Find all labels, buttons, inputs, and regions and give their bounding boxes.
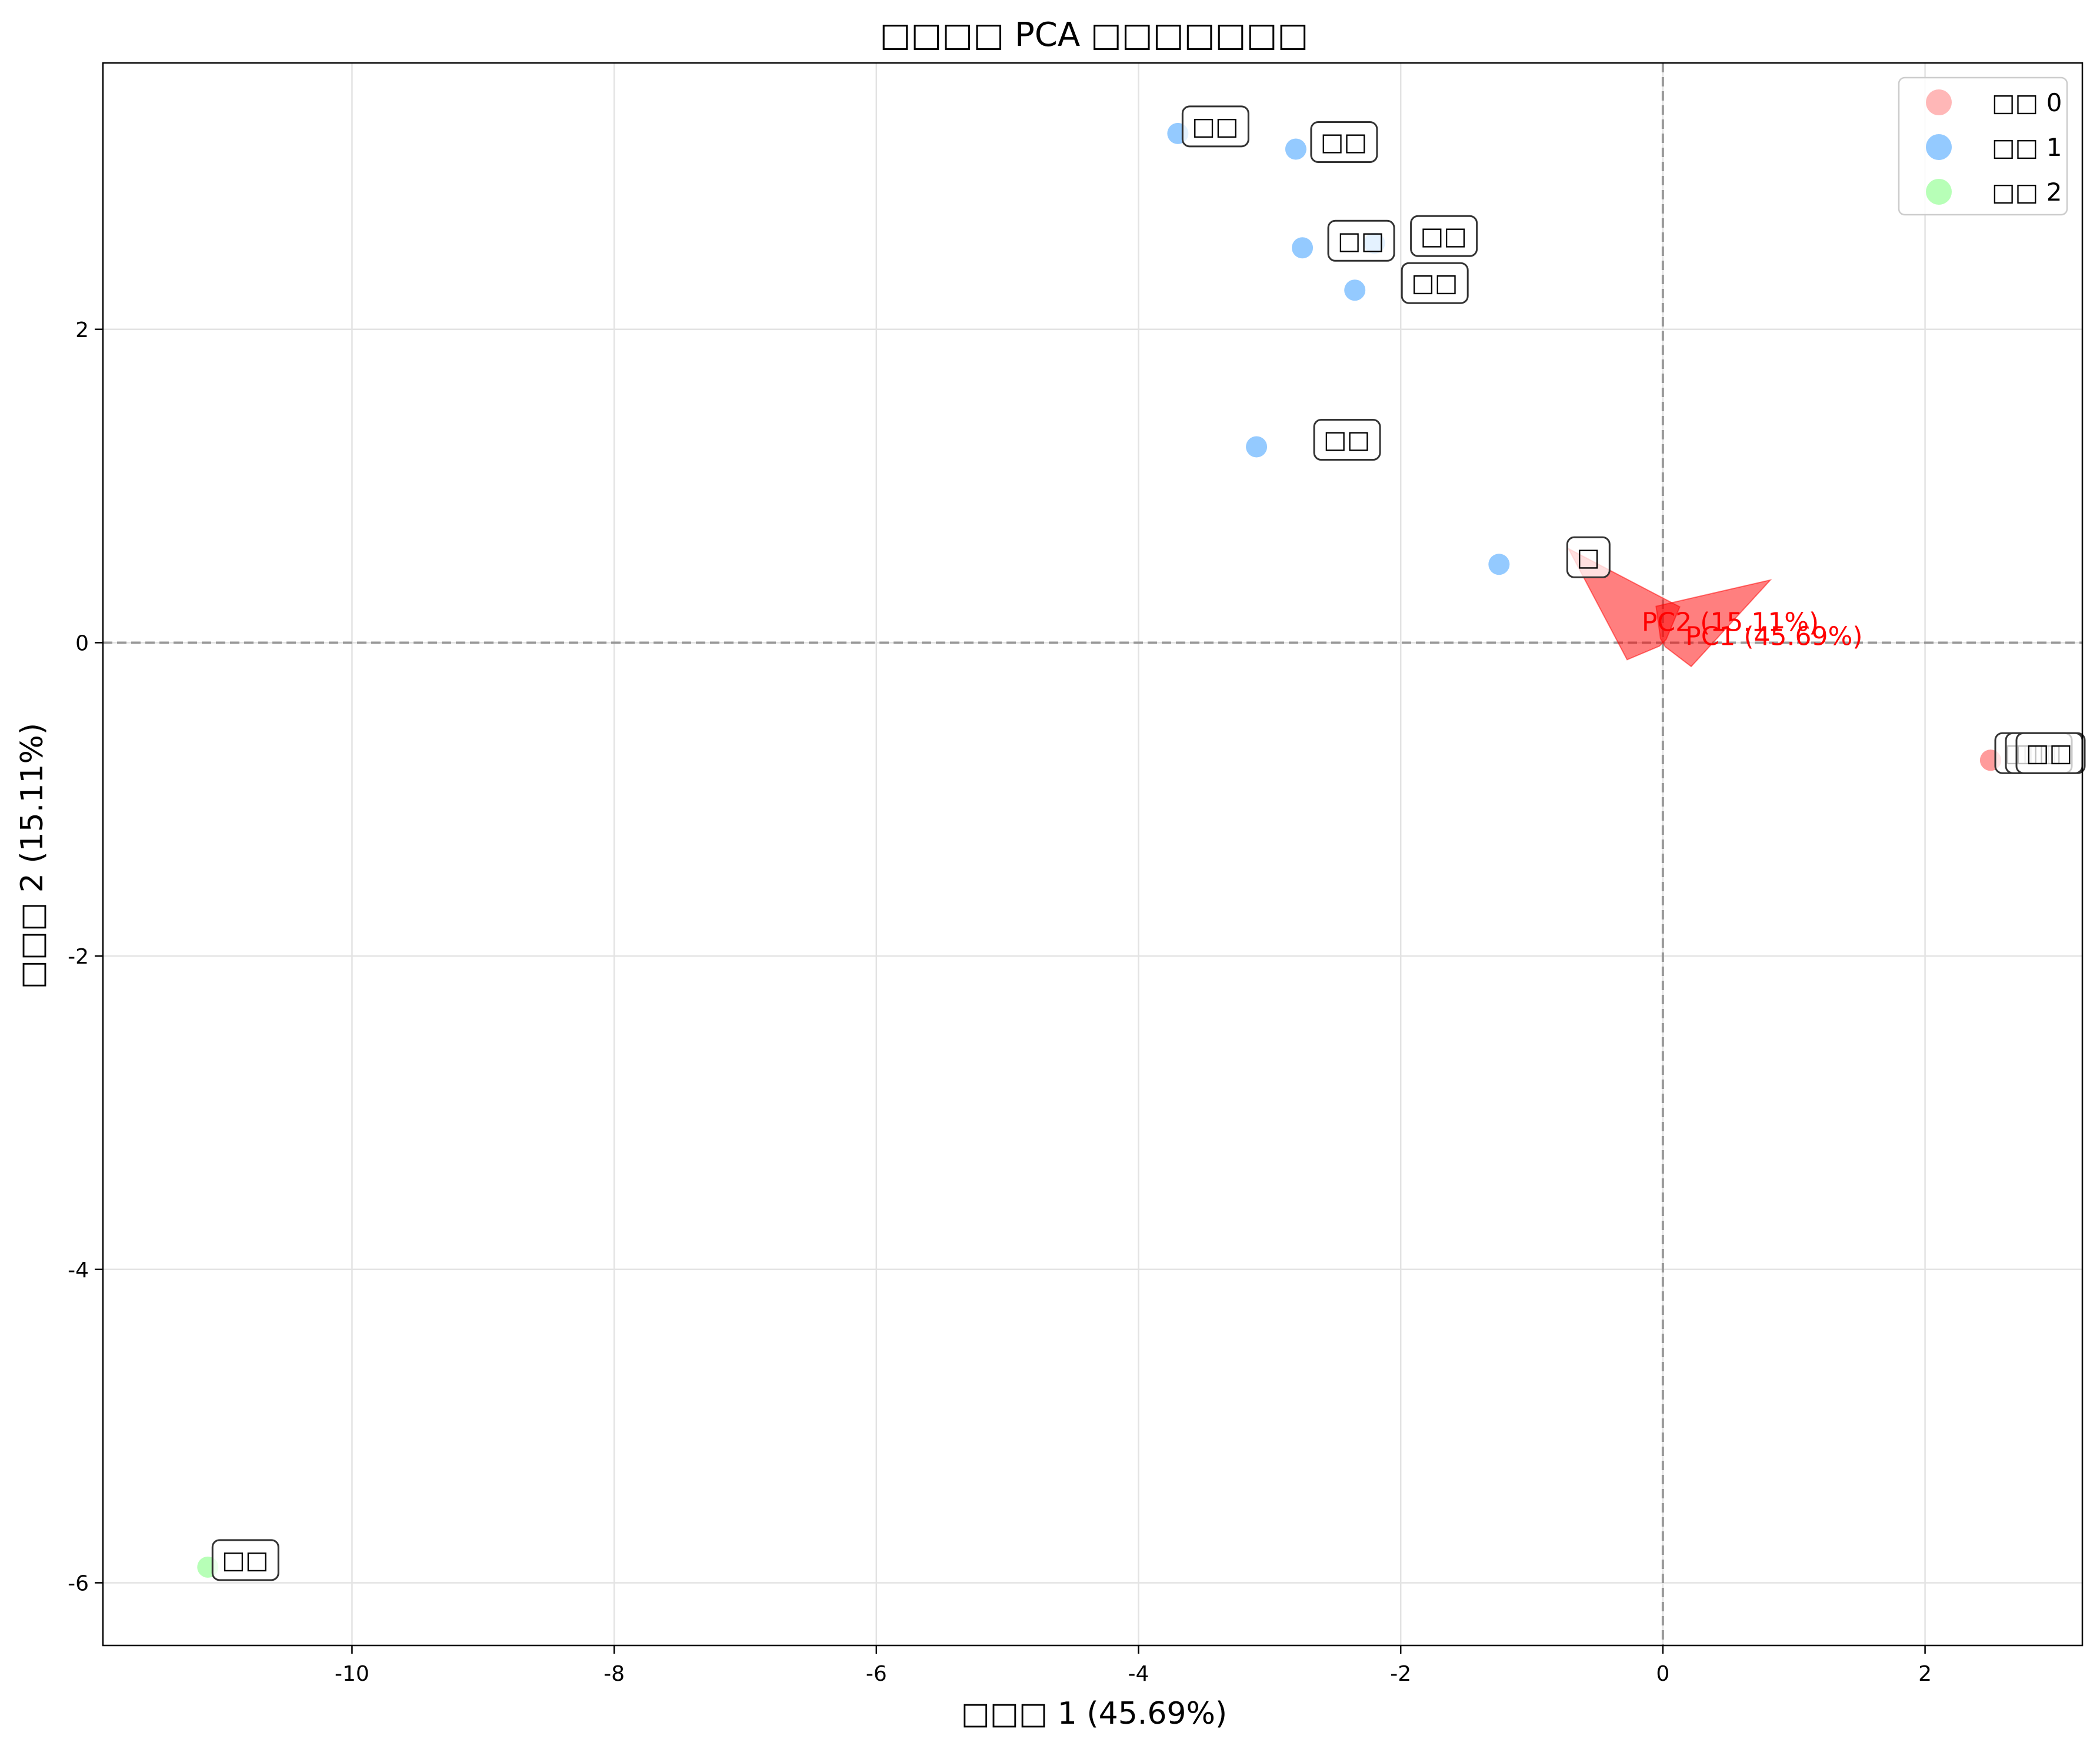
axis-ticks: -10 -8 -6 -4 -2 0 2 -6 -4 -2 0 2 [68, 318, 1932, 1686]
x-tick-label: -10 [335, 1662, 369, 1686]
y-tick-label: -2 [68, 945, 89, 969]
point-labels: □□□□□□□□□□□□□□□□□□□□□□ [211, 105, 2086, 1581]
x-tick-label: -2 [1390, 1662, 1411, 1686]
point-label: □□ [1421, 221, 1467, 250]
point-label-box [1181, 105, 1249, 148]
data-point [1285, 138, 1306, 160]
chart-title: □□□□ PCA □□□□□□□ [880, 16, 1309, 54]
point-label-box [1313, 419, 1381, 461]
point-label: □ [1576, 542, 1600, 571]
legend-label: □□ 2 [1992, 178, 2062, 206]
legend-label: □□ 1 [1992, 133, 2062, 162]
loading-vectors: PC1 (45.69%)PC2 (15.11%) [1567, 547, 1863, 668]
y-axis-label: □□□ 2 (15.11%) [15, 723, 50, 989]
y-tick-label: 0 [75, 631, 89, 655]
data-point [1246, 436, 1268, 458]
point-label-box [1410, 215, 1478, 257]
point-label: □□ [1192, 112, 1238, 141]
data-point [1488, 554, 1510, 575]
data-point [1292, 237, 1314, 259]
legend-marker [1926, 89, 1952, 115]
legend-label: □□ 0 [1992, 88, 2062, 117]
x-tick-label: 0 [1656, 1662, 1669, 1686]
point-label: □□ [1324, 425, 1370, 454]
x-axis-label: □□□ 1 (45.69%) [961, 1696, 1227, 1731]
point-label: □□ [2026, 738, 2072, 767]
point-label-box [1310, 121, 1378, 163]
x-tick-label: -4 [1128, 1662, 1149, 1686]
point-label: □□ [1321, 127, 1367, 156]
loading-vector-label: PC1 (45.69%) [1685, 621, 1862, 651]
plot-frame [102, 62, 2084, 1647]
x-tick-label: 2 [1918, 1662, 1932, 1686]
y-tick-label: -4 [68, 1258, 89, 1282]
point-label-box [1401, 262, 1469, 304]
y-tick-label: 2 [75, 318, 89, 342]
data-point [1344, 279, 1366, 301]
point-label: □□ [1411, 268, 1458, 297]
x-tick-label: -6 [866, 1662, 887, 1686]
point-label: □□ [222, 1545, 268, 1574]
point-label-box [1327, 219, 1395, 262]
point-label: □□ [1338, 226, 1384, 255]
legend-marker [1926, 134, 1952, 160]
legend: □□ 0 □□ 1 □□ 2 [1898, 76, 2068, 216]
point-label-box [211, 1539, 279, 1581]
loading-vector-label: PC2 (15.11%) [1642, 607, 1819, 637]
x-tick-label: -8 [604, 1662, 625, 1686]
y-tick-label: -6 [68, 1571, 89, 1595]
legend-marker [1926, 179, 1952, 205]
point-label-box [1566, 536, 1611, 578]
reference-lines [103, 63, 2082, 1645]
